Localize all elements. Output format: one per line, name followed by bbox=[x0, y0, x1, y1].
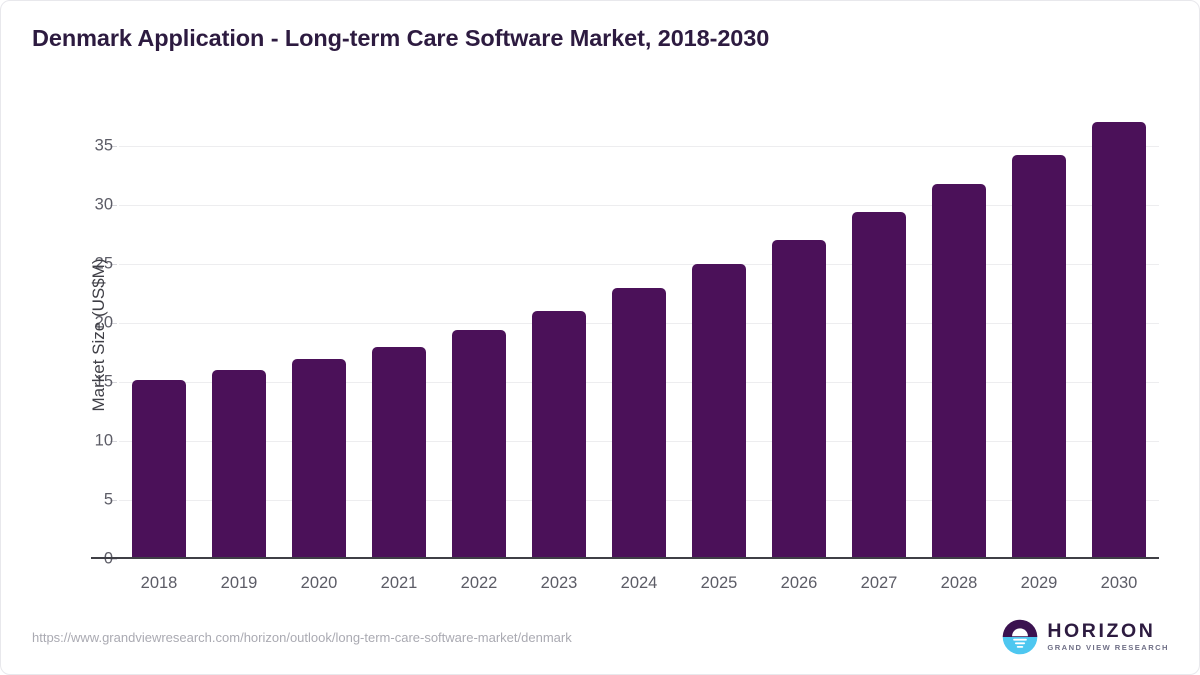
y-axis-tick-label: 10 bbox=[94, 431, 113, 450]
x-axis-tick-label: 2024 bbox=[620, 574, 658, 592]
bar[interactable] bbox=[372, 346, 426, 559]
y-axis-tick bbox=[110, 264, 117, 266]
horizon-sun-circle-icon bbox=[1003, 619, 1038, 655]
x-axis-tick-label: 2029 bbox=[1020, 574, 1058, 592]
brand-name: HORIZON bbox=[1047, 619, 1156, 642]
bar[interactable] bbox=[212, 370, 266, 559]
bar[interactable] bbox=[532, 311, 586, 559]
bar[interactable] bbox=[612, 287, 666, 559]
x-axis-tick-label: 2026 bbox=[780, 574, 818, 592]
chart-title: Denmark Application - Long-term Care Sof… bbox=[32, 25, 770, 51]
gridline bbox=[119, 146, 1159, 148]
bar-slot: 2019 bbox=[199, 111, 279, 592]
x-axis-line bbox=[91, 557, 1159, 559]
y-axis-tick-label: 15 bbox=[94, 372, 113, 391]
bar-slot: 2025 bbox=[679, 111, 759, 592]
bar-slot: 2024 bbox=[599, 111, 679, 592]
bar-series: 2018 2019 2020 2021 2022 2023 2024 2025 2026 2027… bbox=[119, 111, 1159, 592]
bar-slot: 2030 bbox=[1079, 111, 1159, 592]
bar[interactable] bbox=[772, 239, 826, 559]
x-axis-tick-label: 2030 bbox=[1100, 574, 1138, 592]
bar[interactable] bbox=[1012, 154, 1066, 559]
x-axis-tick-label: 2028 bbox=[940, 574, 978, 592]
y-axis-tick bbox=[110, 500, 117, 502]
bar-slot: 2018 bbox=[119, 111, 199, 592]
x-axis-tick-label: 2020 bbox=[300, 574, 338, 592]
brand-tagline: GRAND VIEW RESEARCH bbox=[1047, 643, 1169, 653]
bar[interactable] bbox=[452, 330, 506, 559]
y-axis-tick-label: 30 bbox=[94, 195, 113, 214]
brand-wordmark: HORIZON GRAND VIEW RESEARCH bbox=[1047, 619, 1169, 653]
bar[interactable] bbox=[1092, 121, 1146, 559]
x-axis-tick-label: 2019 bbox=[220, 574, 258, 592]
bar-slot: 2020 bbox=[279, 111, 359, 592]
y-axis-title: Market Size (US$M) bbox=[89, 258, 108, 412]
y-axis-tick bbox=[110, 382, 117, 384]
x-axis-tick-label: 2022 bbox=[460, 574, 498, 592]
x-axis-tick-label: 2023 bbox=[540, 574, 578, 592]
bar-slot: 2023 bbox=[519, 111, 599, 592]
y-axis-tick bbox=[110, 146, 117, 148]
bar[interactable] bbox=[132, 379, 186, 559]
x-axis-tick-label: 2021 bbox=[380, 574, 418, 592]
y-axis-tick-label: 35 bbox=[94, 136, 113, 155]
bar-slot: 2027 bbox=[839, 111, 919, 592]
bar[interactable] bbox=[292, 358, 346, 559]
bar-slot: 2028 bbox=[919, 111, 999, 592]
bar[interactable] bbox=[692, 264, 746, 559]
x-axis-tick-label: 2025 bbox=[700, 574, 738, 592]
y-axis-tick bbox=[110, 323, 117, 325]
gridline bbox=[119, 264, 1159, 266]
brand-logo: HORIZON GRAND VIEW RESEARCH bbox=[1002, 619, 1169, 655]
source-url[interactable]: https://www.grandviewresearch.com/horizo… bbox=[32, 630, 572, 645]
x-axis-tick-label: 2018 bbox=[140, 574, 178, 592]
bar[interactable] bbox=[852, 212, 906, 559]
bar[interactable] bbox=[932, 184, 986, 559]
y-axis-tick-label: 25 bbox=[94, 254, 113, 273]
y-axis-tick bbox=[110, 205, 117, 207]
y-axis-tick-label: 20 bbox=[94, 313, 113, 332]
y-axis-tick-label: 0 bbox=[53, 550, 113, 569]
y-axis-tick bbox=[110, 441, 117, 443]
y-axis-tick bbox=[110, 559, 117, 560]
y-axis-tick-label: 5 bbox=[103, 490, 113, 509]
x-axis-tick-label: 2027 bbox=[860, 574, 898, 592]
bar-slot: 2026 bbox=[759, 111, 839, 592]
bar-slot: 2022 bbox=[439, 111, 519, 592]
bar-slot: 2021 bbox=[359, 111, 439, 592]
bar-slot: 2029 bbox=[999, 111, 1079, 592]
gridline bbox=[119, 205, 1159, 207]
